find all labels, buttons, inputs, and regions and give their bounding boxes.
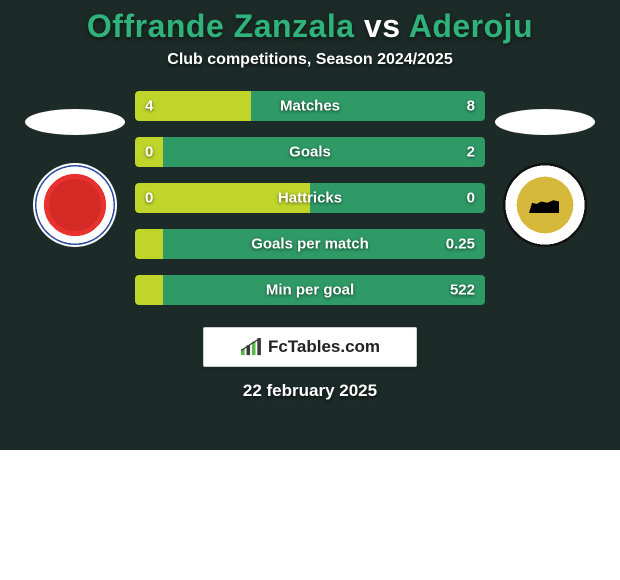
left-side	[15, 91, 135, 247]
brand-chart-icon	[240, 338, 262, 356]
bar-value-right: 522	[450, 282, 475, 299]
bar-value-right: 2	[467, 144, 475, 161]
club-crest-left-icon	[33, 163, 117, 247]
stat-row: Hattricks 0 0	[135, 183, 485, 213]
content-area: Matches 4 8 Goals 0 2 Hattricks 0 0 Goals per mat…	[0, 91, 620, 321]
bar-value-right: 8	[467, 98, 475, 115]
bar-left-fill	[135, 229, 163, 259]
brand-badge: FcTables.com	[203, 327, 417, 367]
comparison-card: Offrande Zanzala vs Aderoju Club competi…	[0, 0, 620, 450]
bar-value-right: 0.25	[446, 236, 475, 253]
stat-row: Goals per match 0.25	[135, 229, 485, 259]
bar-value-left: 4	[145, 98, 153, 115]
flag-left-icon	[25, 109, 125, 135]
bar-label: Goals	[289, 144, 331, 161]
bar-value-left: 0	[145, 144, 153, 161]
bar-value-right: 0	[467, 190, 475, 207]
right-side	[485, 91, 605, 247]
stat-row: Goals 0 2	[135, 137, 485, 167]
bar-label: Hattricks	[278, 190, 342, 207]
club-crest-right-icon	[503, 163, 587, 247]
stat-row: Matches 4 8	[135, 91, 485, 121]
page-title: Offrande Zanzala vs Aderoju	[0, 8, 620, 45]
bar-value-left: 0	[145, 190, 153, 207]
date-label: 22 february 2025	[0, 381, 620, 401]
bar-label: Goals per match	[251, 236, 369, 253]
title-vs: vs	[364, 8, 401, 44]
brand-text: FcTables.com	[268, 337, 380, 357]
bar-label: Min per goal	[266, 282, 354, 299]
stat-row: Min per goal 522	[135, 275, 485, 305]
subtitle: Club competitions, Season 2024/2025	[0, 51, 620, 69]
flag-right-icon	[495, 109, 595, 135]
bar-label: Matches	[280, 98, 340, 115]
bar-left-fill	[135, 275, 163, 305]
title-player1: Offrande Zanzala	[87, 8, 355, 44]
title-player2: Aderoju	[409, 8, 533, 44]
stat-bars: Matches 4 8 Goals 0 2 Hattricks 0 0 Goals per mat…	[135, 91, 485, 321]
